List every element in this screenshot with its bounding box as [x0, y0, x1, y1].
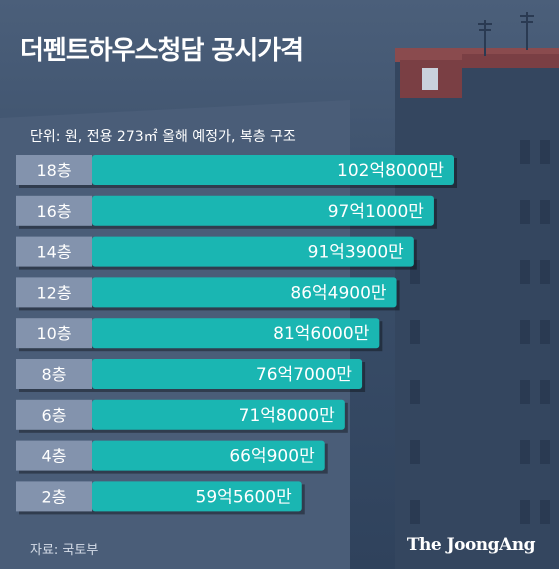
data-label: 97억1000만: [328, 202, 425, 222]
bar: [92, 155, 454, 185]
category-label-box: [16, 155, 92, 185]
data-label: 86억4900만: [290, 283, 387, 303]
category-label-box: [16, 440, 92, 471]
category-label: 18층: [36, 161, 71, 180]
category-label: 2층: [42, 487, 67, 506]
data-label: 66억900만: [229, 447, 315, 467]
roof-window: [422, 68, 438, 90]
category-label-box: [16, 399, 92, 430]
category-label: 16층: [36, 202, 71, 221]
bar: [92, 277, 397, 308]
data-label: 102억8000만: [337, 161, 444, 181]
bar: [92, 399, 345, 430]
publisher-logo: The JoongAng: [406, 535, 536, 555]
chart-subtitle: 단위: 원, 전용 273㎡ 올해 예정가, 복층 구조: [30, 129, 296, 145]
roof-structure: [462, 54, 559, 68]
data-label: 91억3900만: [308, 243, 405, 263]
right-building: [395, 60, 559, 569]
category-label: 6층: [42, 406, 67, 425]
bar: [92, 195, 434, 226]
category-label-box: [16, 195, 92, 226]
bar: [92, 318, 380, 349]
data-label: 71억8000만: [239, 406, 336, 426]
category-label-box: [16, 277, 92, 308]
category-label: 8층: [42, 365, 67, 384]
category-label: 10층: [36, 324, 71, 343]
category-label: 4층: [42, 447, 67, 466]
data-label: 59억5600만: [196, 487, 293, 507]
building-windows: [410, 140, 550, 524]
antenna-icon: [478, 12, 534, 56]
category-label-box: [16, 359, 92, 389]
category-label: 14층: [36, 243, 71, 262]
category-label-box: [16, 236, 92, 267]
bar: [92, 440, 325, 471]
bar: [92, 481, 302, 512]
category-label-box: [16, 481, 92, 512]
category-label: 12층: [36, 283, 71, 302]
data-label: 76억7000만: [256, 365, 353, 385]
bar: [92, 236, 414, 267]
data-label: 81억6000만: [273, 324, 370, 344]
bar: [92, 359, 363, 389]
source-note: 자료: 국토부: [30, 543, 99, 558]
category-label-box: [16, 318, 92, 349]
chart-title: 더펜트하우스청담 공시가격: [20, 36, 304, 66]
